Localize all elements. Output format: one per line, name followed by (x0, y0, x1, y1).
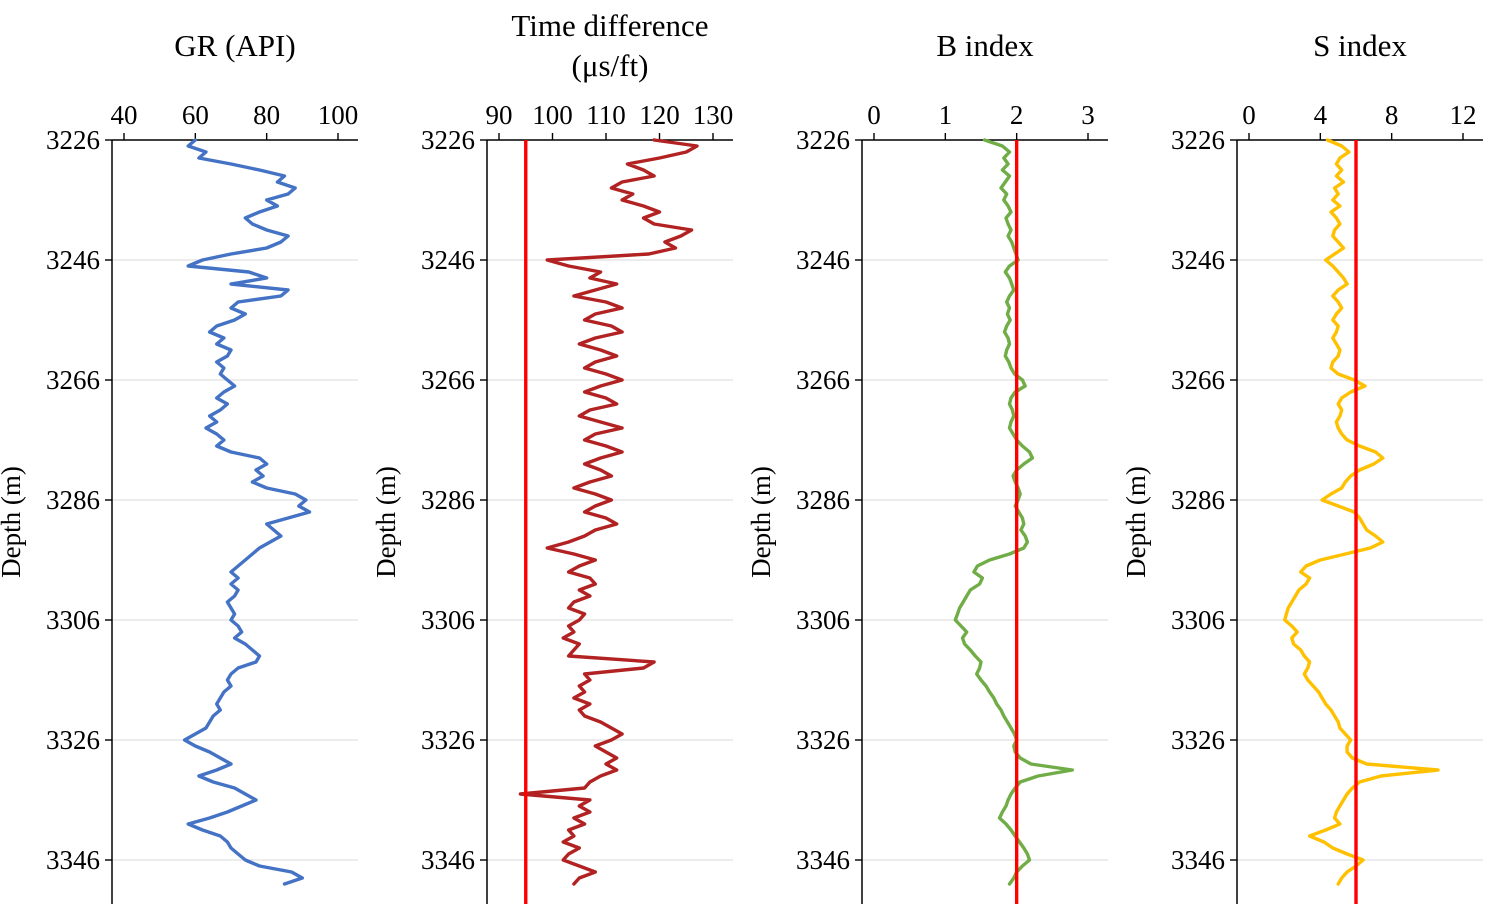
x-tick-label: 1 (939, 100, 953, 130)
x-tick-label: 60 (182, 100, 209, 130)
x-tick-label: 100 (318, 100, 359, 130)
y-axis-label: Depth (m) (375, 466, 401, 578)
depth-tick-label: 3246 (46, 245, 100, 275)
x-tick-label: 40 (111, 100, 138, 130)
x-tick-label: 130 (693, 100, 734, 130)
depth-tick-label: 3326 (421, 725, 475, 755)
depth-tick-label: 3226 (421, 125, 475, 155)
depth-tick-label: 3346 (1171, 845, 1225, 875)
depth-tick-label: 3306 (1171, 605, 1225, 635)
x-tick-label: 90 (486, 100, 513, 130)
depth-tick-label: 3346 (796, 845, 850, 875)
depth-tick-label: 3246 (421, 245, 475, 275)
depth-tick-label: 3306 (796, 605, 850, 635)
depth-tick-label: 3266 (1171, 365, 1225, 395)
depth-tick-label: 3226 (796, 125, 850, 155)
chart-title-time_difference: (μs/ft) (572, 48, 649, 83)
depth-tick-label: 3326 (796, 725, 850, 755)
x-tick-label: 8 (1385, 100, 1399, 130)
x-tick-label: 110 (586, 100, 626, 130)
depth-tick-label: 3286 (796, 485, 850, 515)
depth-tick-label: 3266 (796, 365, 850, 395)
x-tick-label: 4 (1314, 100, 1328, 130)
y-axis-label: Depth (m) (0, 466, 26, 578)
depth-tick-label: 3326 (1171, 725, 1225, 755)
x-tick-label: 0 (867, 100, 881, 130)
x-tick-label: 3 (1081, 100, 1095, 130)
depth-tick-label: 3346 (46, 845, 100, 875)
depth-tick-label: 3346 (421, 845, 475, 875)
depth-tick-label: 3266 (421, 365, 475, 395)
depth-tick-label: 3266 (46, 365, 100, 395)
chart-panel-s-index: S index 3226 3246 3266 3286 3306 3326 3346 0 4 8 12… (1125, 28, 1483, 904)
depth-tick-label: 3246 (1171, 245, 1225, 275)
depth-tick-label: 3246 (796, 245, 850, 275)
x-tick-label: 80 (253, 100, 280, 130)
depth-tick-label: 3306 (46, 605, 100, 635)
chart-panel-gr-api: GR (API) 3226 3246 3266 3286 3306 3326 3346 40 60… (0, 28, 359, 904)
chart-title-time_difference: Time difference (511, 8, 708, 43)
depth-tick-label: 3226 (46, 125, 100, 155)
depth-tick-label: 3286 (1171, 485, 1225, 515)
x-tick-label: 0 (1242, 100, 1256, 130)
depth-tick-label: 3226 (1171, 125, 1225, 155)
s_index-curve (1282, 138, 1440, 886)
chart-title-s_index: S index (1313, 28, 1407, 63)
x-tick-label: 100 (532, 100, 573, 130)
gr-curve (182, 138, 312, 886)
depth-tick-label: 3306 (421, 605, 475, 635)
x-tick-label: 12 (1450, 100, 1477, 130)
chart-panel-b-index: B index 3226 3246 3266 3286 3306 3326 3346 0 1 2 3 D… (750, 28, 1108, 904)
depth-tick-label: 3286 (421, 485, 475, 515)
b_index-curve (953, 138, 1074, 886)
y-axis-label: Depth (m) (750, 466, 776, 578)
chart-title-gr: GR (API) (174, 28, 295, 63)
depth-tick-label: 3326 (46, 725, 100, 755)
y-axis-label: Depth (m) (1125, 466, 1151, 578)
chart-title-b_index: B index (936, 28, 1034, 63)
depth-tick-label: 3286 (46, 485, 100, 515)
chart-panel-time-difference: Time difference (μs/ft) 3226 3246 3266 3286 33… (375, 8, 734, 904)
x-tick-label: 2 (1010, 100, 1024, 130)
time_difference-curve (518, 138, 699, 886)
x-tick-label: 120 (639, 100, 680, 130)
